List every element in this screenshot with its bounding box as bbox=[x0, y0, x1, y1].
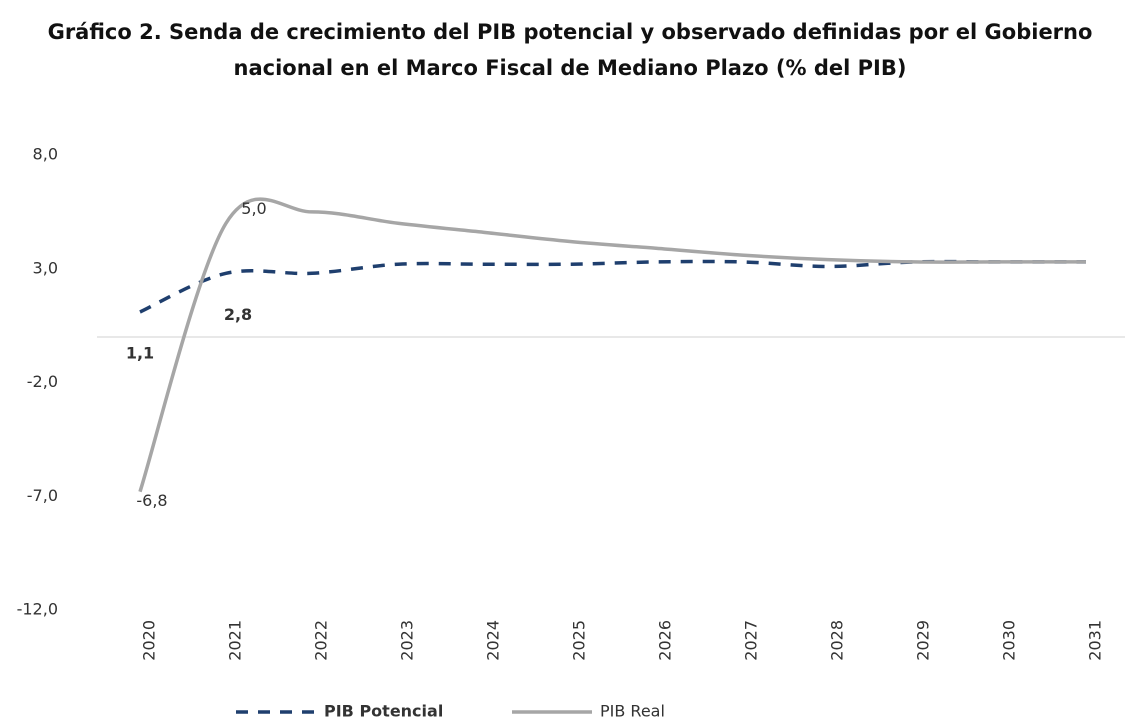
x-tick-label: 2029 bbox=[914, 620, 933, 661]
data-label: -6,8 bbox=[136, 491, 167, 510]
x-tick-label: 2022 bbox=[312, 620, 331, 661]
x-tick-label: 2024 bbox=[484, 620, 503, 661]
data-label: 2,8 bbox=[224, 305, 252, 324]
x-tick-label: 2028 bbox=[828, 620, 847, 661]
y-tick-label: -2,0 bbox=[27, 372, 58, 391]
line-series bbox=[139, 259, 1086, 314]
line-series bbox=[138, 197, 1086, 493]
chart-title: Gráfico 2. Senda de crecimiento del PIB … bbox=[47, 20, 1093, 80]
legend-label: PIB Potencial bbox=[324, 702, 443, 720]
x-tick-label: 2027 bbox=[742, 620, 761, 661]
y-tick-label: 8,0 bbox=[33, 145, 58, 164]
legend-label: PIB Real bbox=[600, 702, 665, 720]
x-tick-label: 2025 bbox=[570, 620, 589, 661]
y-tick-label: -12,0 bbox=[17, 600, 58, 619]
x-tick-label: 2020 bbox=[140, 620, 159, 661]
x-tick-label: 2030 bbox=[1000, 620, 1019, 661]
y-tick-label: -7,0 bbox=[27, 486, 58, 505]
y-tick-label: 3,0 bbox=[33, 258, 58, 277]
x-tick-label: 2026 bbox=[656, 620, 675, 661]
x-tick-label: 2023 bbox=[398, 620, 417, 661]
x-tick-label: 2021 bbox=[226, 620, 245, 661]
x-tick-label: 2031 bbox=[1086, 620, 1105, 661]
data-label: 1,1 bbox=[126, 343, 154, 362]
data-label: 5,0 bbox=[241, 199, 266, 218]
